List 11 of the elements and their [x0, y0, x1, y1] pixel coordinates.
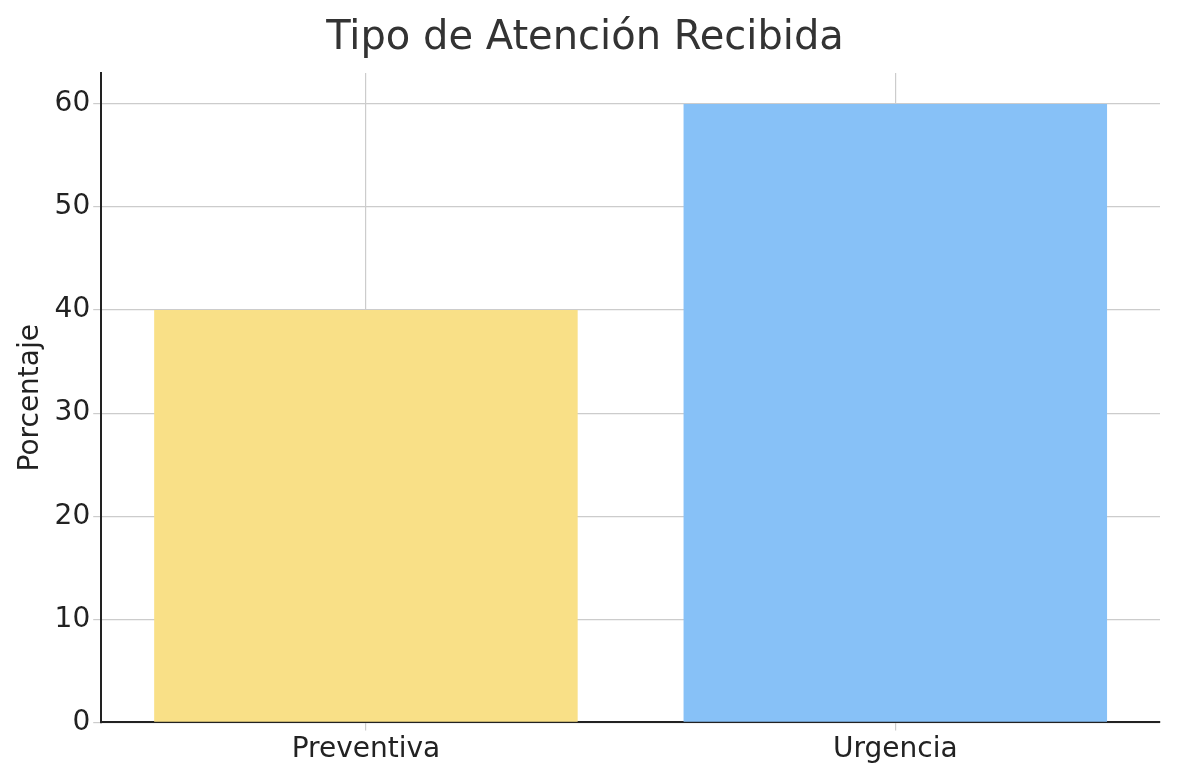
y-axis-title: Porcentaje: [12, 323, 46, 472]
x-tick-label: Urgencia: [833, 731, 958, 765]
y-tick-label: 60: [54, 85, 91, 119]
y-tick-label: 20: [54, 497, 91, 531]
y-tick-label: 50: [54, 188, 91, 222]
y-tick-label: 0: [72, 703, 91, 737]
chart-title: Tipo de Atención Recibida: [325, 12, 844, 59]
y-tick-label: 30: [54, 394, 91, 428]
y-tick-label: 40: [54, 291, 91, 325]
x-tick-label: Preventiva: [291, 731, 441, 765]
y-tick-label: 10: [54, 600, 91, 634]
